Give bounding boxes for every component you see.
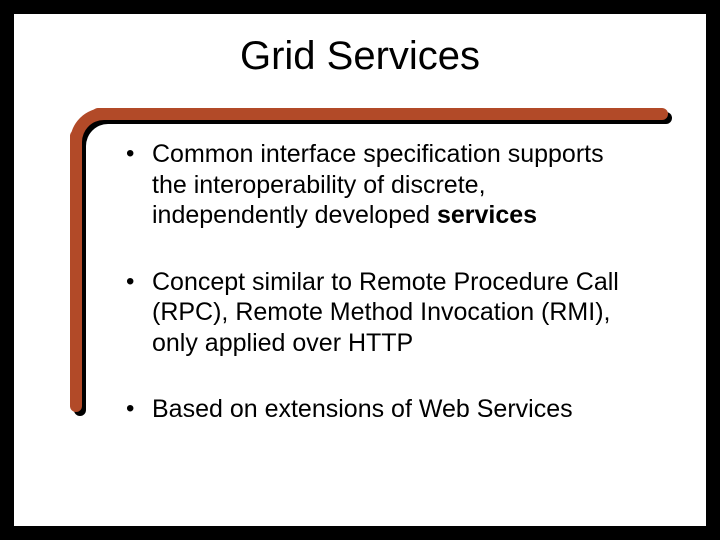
bullet-1: Common interface specification supports … bbox=[124, 139, 636, 231]
content-area: Common interface specification supports … bbox=[124, 139, 636, 425]
bullet-3-pre: Based on extensions of Web Services bbox=[152, 395, 573, 423]
slide-title: Grid Services bbox=[64, 34, 656, 79]
slide: Grid Services Common interface specifica… bbox=[14, 14, 706, 526]
bullet-2-pre: Concept similar to Remote Procedure Call… bbox=[152, 268, 619, 357]
bullet-3: Based on extensions of Web Services bbox=[124, 394, 636, 425]
bullet-2: Concept similar to Remote Procedure Call… bbox=[124, 267, 636, 359]
bullet-1-bold: services bbox=[437, 201, 537, 229]
